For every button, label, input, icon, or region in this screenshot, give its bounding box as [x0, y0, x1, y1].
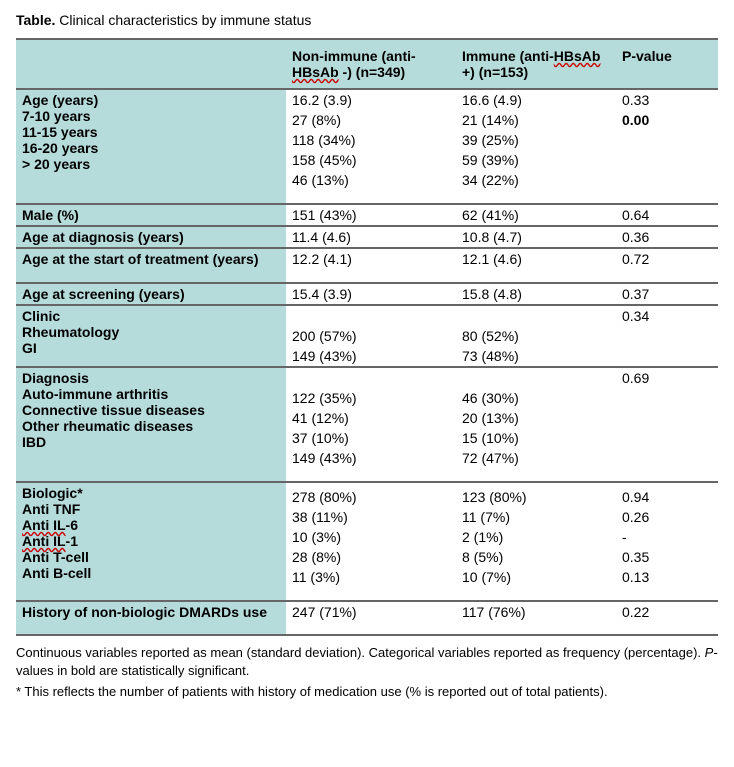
- cell: 11 (3%): [286, 567, 456, 587]
- cell: 0.00: [616, 110, 718, 130]
- cell: 118 (34%): [286, 130, 456, 150]
- cell: 11 (7%): [456, 507, 616, 527]
- cell: 0.13: [616, 567, 718, 587]
- col-pvalue: P-value: [616, 39, 718, 89]
- cell: 46 (13%): [286, 170, 456, 190]
- cell: 38 (11%): [286, 507, 456, 527]
- label-clinic: Clinic Rheumatology GI: [16, 305, 286, 367]
- cell: 37 (10%): [286, 428, 456, 448]
- label-agescr: Age at screening (years): [16, 283, 286, 305]
- header-row: Non-immune (anti-HBsAb -) (n=349) Immune…: [16, 39, 718, 89]
- cell: 0.64: [616, 204, 718, 226]
- cell: 12.1 (4.6): [456, 248, 616, 269]
- cell: 247 (71%): [286, 601, 456, 635]
- cell: 28 (8%): [286, 547, 456, 567]
- cell: 117 (76%): [456, 601, 616, 635]
- cell: 27 (8%): [286, 110, 456, 130]
- cell: 0.37: [616, 283, 718, 305]
- title-prefix: Table.: [16, 12, 55, 28]
- cell: 39 (25%): [456, 130, 616, 150]
- label-dmard: History of non-biologic DMARDs use: [16, 601, 286, 635]
- label-male: Male (%): [16, 204, 286, 226]
- row-agetx: Age at the start of treatment (years) 12…: [16, 248, 718, 269]
- hbsab-underline-1: HBsAb: [292, 64, 339, 80]
- row-age: Age (years) 7-10 years 11-15 years 16-20…: [16, 89, 718, 110]
- cell: 41 (12%): [286, 408, 456, 428]
- cell: 0.22: [616, 601, 718, 635]
- cell: 0.36: [616, 226, 718, 248]
- antiil-underline-2: Anti IL: [22, 533, 66, 549]
- cell: 73 (48%): [456, 346, 616, 367]
- cell: 278 (80%): [286, 487, 456, 507]
- cell: 200 (57%): [286, 326, 456, 346]
- cell: 149 (43%): [286, 346, 456, 367]
- cell: 8 (5%): [456, 547, 616, 567]
- label-biologic: Biologic* Anti TNF Anti IL-6 Anti IL-1 A…: [16, 482, 286, 601]
- label-agedx: Age at diagnosis (years): [16, 226, 286, 248]
- cell: 16.6 (4.9): [456, 89, 616, 110]
- cell: 0.34: [616, 305, 718, 326]
- cell: 0.94: [616, 487, 718, 507]
- title-rest: Clinical characteristics by immune statu…: [55, 12, 311, 28]
- antiil-underline-1: Anti IL: [22, 517, 66, 533]
- label-agetx: Age at the start of treatment (years): [16, 248, 286, 283]
- col-blank: [16, 39, 286, 89]
- cell: 10 (7%): [456, 567, 616, 587]
- label-dx: Diagnosis Auto-immune arthritis Connecti…: [16, 367, 286, 482]
- cell: 149 (43%): [286, 448, 456, 468]
- footnotes: Continuous variables reported as mean (s…: [16, 644, 718, 701]
- col-immune: Immune (anti-HBsAb +) (n=153): [456, 39, 616, 89]
- row-dx: Diagnosis Auto-immune arthritis Connecti…: [16, 367, 718, 388]
- cell: 0.33: [616, 89, 718, 110]
- row-agescr: Age at screening (years) 15.4 (3.9) 15.8…: [16, 283, 718, 305]
- cell: 20 (13%): [456, 408, 616, 428]
- row-male: Male (%) 151 (43%) 62 (41%) 0.64: [16, 204, 718, 226]
- label-age: Age (years) 7-10 years 11-15 years 16-20…: [16, 89, 286, 204]
- col-nonimmune: Non-immune (anti-HBsAb -) (n=349): [286, 39, 456, 89]
- cell: 10.8 (4.7): [456, 226, 616, 248]
- cell: 151 (43%): [286, 204, 456, 226]
- cell: 12.2 (4.1): [286, 248, 456, 269]
- table-title: Table. Clinical characteristics by immun…: [16, 12, 718, 28]
- cell: 46 (30%): [456, 388, 616, 408]
- cell: 11.4 (4.6): [286, 226, 456, 248]
- cell: 0.26: [616, 507, 718, 527]
- cell: 2 (1%): [456, 527, 616, 547]
- cell: 21 (14%): [456, 110, 616, 130]
- cell: 10 (3%): [286, 527, 456, 547]
- cell: 34 (22%): [456, 170, 616, 190]
- cell: 123 (80%): [456, 487, 616, 507]
- cell: 59 (39%): [456, 150, 616, 170]
- cell: 0.35: [616, 547, 718, 567]
- cell: 122 (35%): [286, 388, 456, 408]
- cell: -: [616, 527, 718, 547]
- cell: 15.8 (4.8): [456, 283, 616, 305]
- cell: 62 (41%): [456, 204, 616, 226]
- footnote-1: Continuous variables reported as mean (s…: [16, 644, 718, 679]
- cell: 0.69: [616, 367, 718, 388]
- cell: 15.4 (3.9): [286, 283, 456, 305]
- cell: 158 (45%): [286, 150, 456, 170]
- row-dmard: History of non-biologic DMARDs use 247 (…: [16, 601, 718, 635]
- hbsab-underline-2: HBsAb: [554, 48, 601, 64]
- cell: 72 (47%): [456, 448, 616, 468]
- cell: 15 (10%): [456, 428, 616, 448]
- cell: 80 (52%): [456, 326, 616, 346]
- cell: 16.2 (3.9): [286, 89, 456, 110]
- row-clinic: Clinic Rheumatology GI 0.34: [16, 305, 718, 326]
- row-agedx: Age at diagnosis (years) 11.4 (4.6) 10.8…: [16, 226, 718, 248]
- clinical-table: Non-immune (anti-HBsAb -) (n=349) Immune…: [16, 38, 718, 636]
- cell: 0.72: [616, 248, 718, 269]
- footnote-2: * This reflects the number of patients w…: [16, 683, 718, 701]
